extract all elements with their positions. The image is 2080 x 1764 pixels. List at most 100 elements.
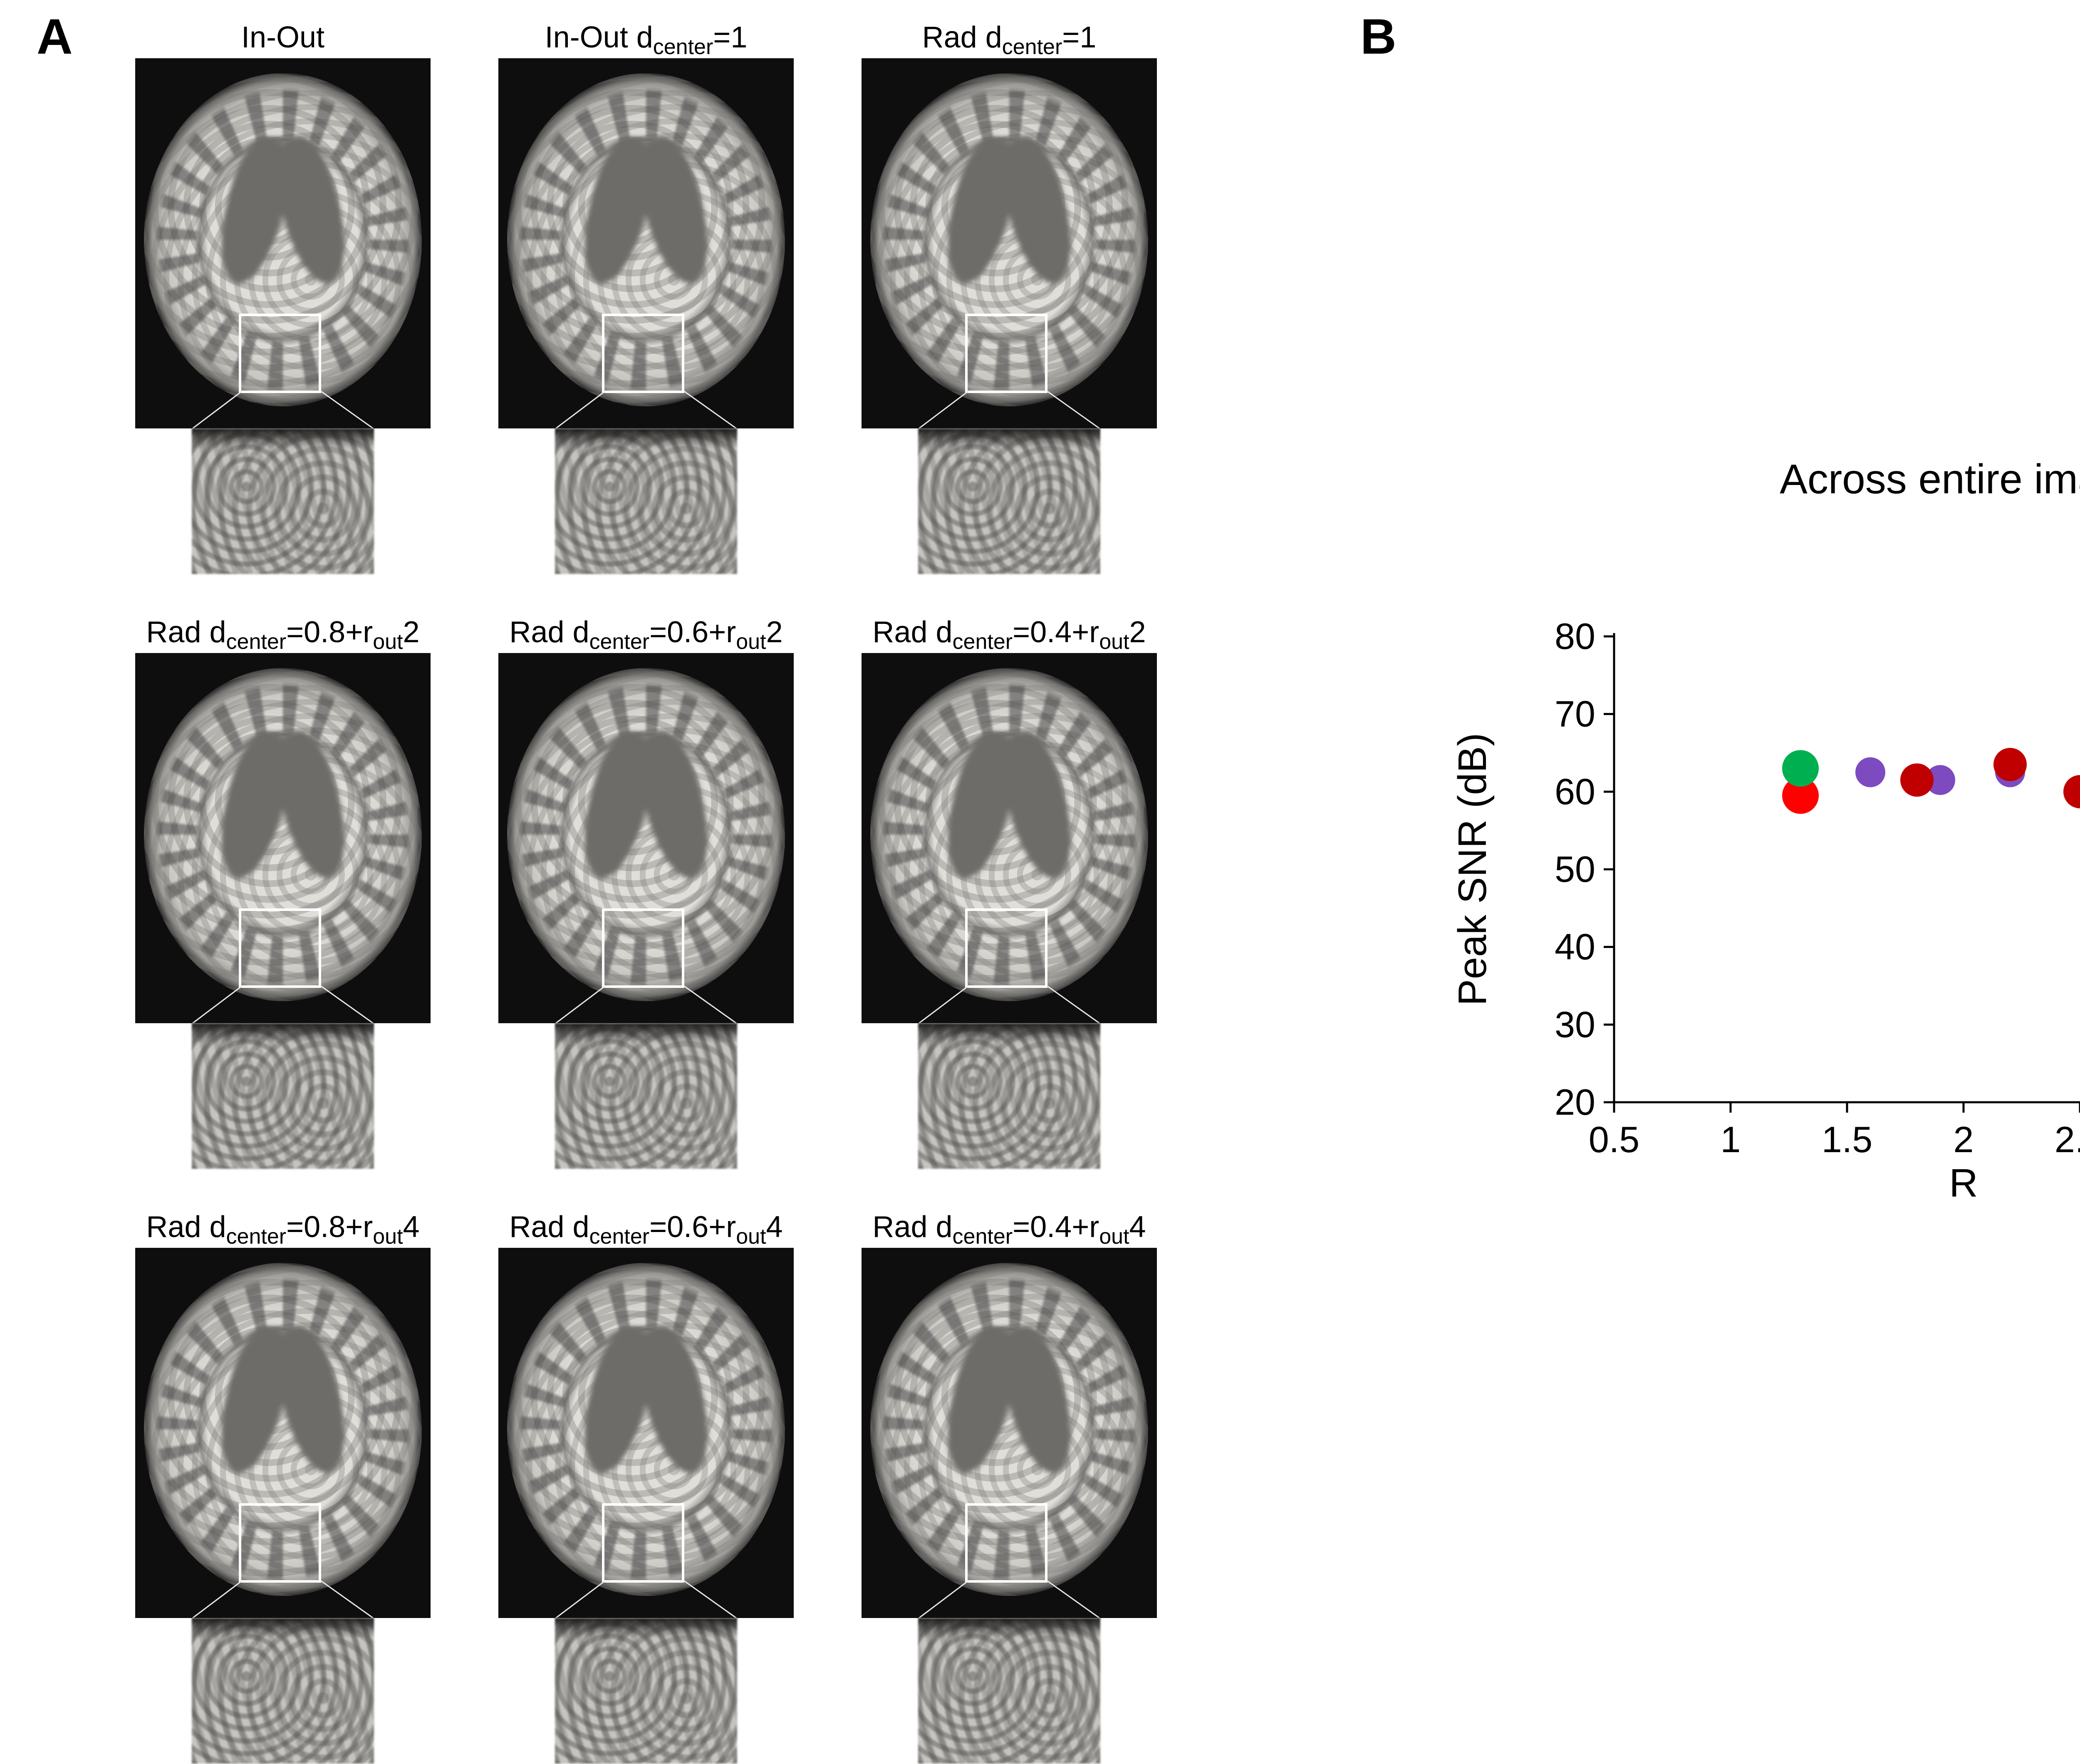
tile-label-text: =0.6+r	[649, 1210, 736, 1244]
tile-label: Rad dcenter=1	[824, 17, 1194, 59]
mri-image	[498, 58, 794, 428]
tile-label-text: =0.8+r	[286, 616, 373, 649]
data-point	[1900, 763, 1934, 797]
tile-label: Rad dcenter=0.8+rout2	[98, 611, 468, 654]
roi-box	[965, 908, 1048, 988]
roi-box	[602, 314, 685, 393]
ventricles	[947, 731, 1071, 886]
tile-label-subscript: out	[1099, 1225, 1129, 1249]
data-point	[1782, 750, 1819, 787]
chart-title: Across entire image	[1780, 456, 2080, 502]
x-tick-label: 1.5	[1822, 1119, 1872, 1160]
inset-zoom	[192, 1023, 374, 1169]
data-point	[1925, 765, 1955, 795]
tile-label-subscript: center	[589, 1225, 650, 1249]
data-point	[1993, 748, 2027, 781]
mri-tile: Rad dcenter=0.8+rout4	[135, 1206, 431, 1764]
mri-image	[135, 1248, 431, 1618]
tile-label: Rad dcenter=0.6+rout4	[461, 1206, 831, 1249]
x-tick-label: 2.5	[2055, 1119, 2080, 1160]
tile-label: In-Out dcenter=1	[461, 17, 831, 59]
tile-label-text: Rad d	[146, 616, 226, 649]
mri-image	[498, 1248, 794, 1618]
roi-box	[602, 908, 685, 988]
tile-label-text: Rad d	[509, 616, 589, 649]
mri-grid: In-Out In-Out dcenter=1	[135, 17, 1157, 1764]
tile-label: Rad dcenter=0.4+rout4	[824, 1206, 1194, 1249]
ventricles	[584, 731, 708, 886]
mri-tile: Rad dcenter=0.4+rout2	[862, 611, 1157, 1169]
mri-tile: Rad dcenter=1	[862, 17, 1157, 574]
tile-label-text: =1	[1062, 21, 1097, 54]
tile-label-text: 4	[1129, 1210, 1146, 1244]
panel-a-label: A	[37, 9, 73, 64]
tile-label-subscript: center	[589, 630, 650, 654]
roi-box	[965, 1503, 1048, 1583]
tile-label: Rad dcenter=0.4+rout2	[824, 611, 1194, 654]
inset-zoom	[192, 1618, 374, 1764]
inset-zoom	[555, 428, 737, 574]
y-tick-label: 30	[1555, 1004, 1595, 1045]
tile-label-text: =0.6+r	[649, 616, 736, 649]
mri-image	[862, 58, 1157, 428]
x-tick-label: 1	[1721, 1119, 1741, 1160]
y-tick-label: 60	[1555, 771, 1595, 812]
mri-image	[135, 653, 431, 1023]
inset-zoom	[555, 1618, 737, 1764]
tile-label-subscript: out	[373, 1225, 403, 1249]
tile-label-text: In-Out	[241, 21, 325, 54]
roi-box	[238, 314, 322, 393]
tile-label-text: Rad d	[922, 21, 1002, 54]
mri-tile: Rad dcenter=0.4+rout4	[862, 1206, 1157, 1764]
inset-zoom	[192, 428, 374, 574]
tile-label-text: 2	[1129, 616, 1146, 649]
tile-label-text: Rad d	[146, 1210, 226, 1244]
inset-zoom	[918, 1618, 1100, 1764]
y-tick-label: 80	[1555, 616, 1595, 657]
data-point	[2063, 775, 2080, 809]
tile-label-subscript: out	[736, 1225, 766, 1249]
ventricles	[584, 1326, 708, 1481]
y-tick-label: 70	[1555, 693, 1595, 735]
data-point	[1782, 777, 1819, 814]
roi-box	[238, 908, 322, 988]
ventricles	[584, 136, 708, 292]
mri-tile: Rad dcenter=0.6+rout4	[498, 1206, 794, 1764]
tile-label-subscript: center	[226, 630, 287, 654]
y-tick-label: 40	[1555, 926, 1595, 967]
tile-label-text: 2	[766, 616, 783, 649]
tile-label-subscript: center	[952, 1225, 1013, 1249]
tile-label-text: 2	[403, 616, 420, 649]
tile-label-text: 4	[766, 1210, 783, 1244]
mri-image	[862, 653, 1157, 1023]
tile-label-text: =0.8+r	[286, 1210, 373, 1244]
data-point	[1855, 757, 1885, 787]
inset-zoom	[918, 1023, 1100, 1169]
panel-b-label: B	[1360, 9, 1397, 64]
y-tick-label: 20	[1555, 1081, 1595, 1123]
tile-label-text: =0.4+r	[1013, 1210, 1099, 1244]
tile-label-subscript: center	[1002, 35, 1062, 59]
ventricles	[221, 731, 345, 886]
ventricles	[947, 136, 1071, 292]
tile-label-subscript: out	[1099, 630, 1129, 654]
tile-label-subscript: center	[952, 630, 1013, 654]
x-tick-label: 0.5	[1589, 1119, 1639, 1160]
tile-label-text: Rad d	[872, 1210, 953, 1244]
ventricles	[221, 136, 345, 292]
tile-label-subscript: out	[736, 630, 766, 654]
tile-label: In-Out	[98, 17, 468, 58]
mri-image	[862, 1248, 1157, 1618]
inset-zoom	[555, 1023, 737, 1169]
mri-tile: In-Out	[135, 17, 431, 574]
tile-label-subscript: center	[226, 1225, 287, 1249]
tile-label: Rad dcenter=0.6+rout2	[461, 611, 831, 654]
tile-label-text: =0.4+r	[1013, 616, 1099, 649]
mri-image	[498, 653, 794, 1023]
tile-label-text: 4	[403, 1210, 420, 1244]
x-tick-label: 2	[1954, 1119, 1974, 1160]
tile-label-subscript: out	[373, 630, 403, 654]
tile-label-subscript: center	[653, 35, 713, 59]
y-tick-label: 50	[1555, 849, 1595, 890]
